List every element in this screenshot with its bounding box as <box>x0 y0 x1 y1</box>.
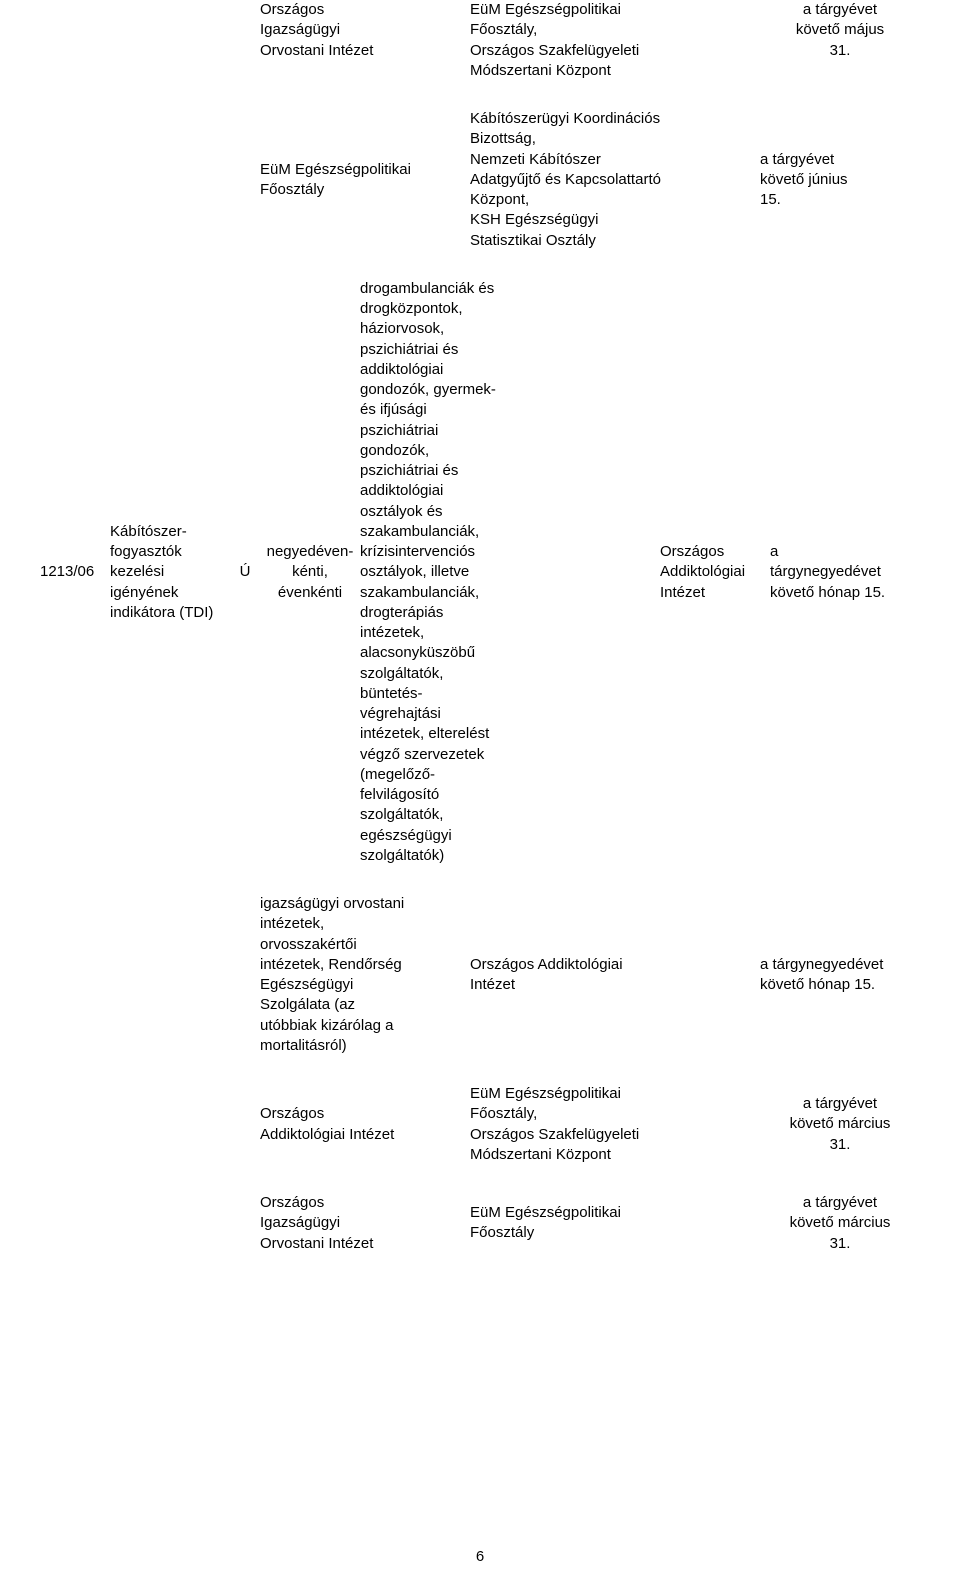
row4-col-c: a tárgynegyedévet követő hónap 15. <box>760 955 920 996</box>
row5-col-b: EüM Egészségpolitikai Főosztály, Országo… <box>470 1084 760 1165</box>
row6-col-b: EüM Egészségpolitikai Főosztály <box>470 1203 760 1244</box>
row6-col-a: Országos Igazságügyi Orvostani Intézet <box>260 1193 470 1254</box>
row1-col-b: EüM Egészségpolitikai Főosztály, Országo… <box>470 0 760 81</box>
row2-col-b: Kábítószerügyi Koordinációs Bizottság, N… <box>470 109 760 251</box>
row-main: 1213/06 Kábítószer- fogyasztók kezelési … <box>40 279 920 866</box>
row-2: EüM Egészségpolitikai Főosztály Kábítósz… <box>40 109 920 251</box>
record-title: Kábítószer- fogyasztók kezelési igényéne… <box>110 522 230 623</box>
row4-col-a: igazságügyi orvostani intézetek, orvossz… <box>260 894 470 1056</box>
row6-col-c: a tárgyévet követő március 31. <box>760 1193 920 1254</box>
row-1: Országos Igazságügyi Orvostani Intézet E… <box>40 0 920 81</box>
record-code: 1213/06 <box>40 562 110 582</box>
row1-col-c: a tárgyévet követő május 31. <box>760 0 920 61</box>
page-number: 6 <box>0 1547 960 1567</box>
document-page: Országos Igazságügyi Orvostani Intézet E… <box>0 0 960 1583</box>
row4-col-b: Országos Addiktológiai Intézet <box>470 955 760 996</box>
row-4: igazságügyi orvostani intézetek, orvossz… <box>40 894 920 1056</box>
row2-col-c: a tárgyévet követő június 15. <box>760 150 920 211</box>
row-6: Országos Igazságügyi Orvostani Intézet E… <box>40 1193 920 1254</box>
record-description: drogambulanciák és drogközpontok, házior… <box>360 279 660 866</box>
record-frequency: negyedéven- kénti, évenkénti <box>260 542 360 603</box>
row1-col-a: Országos Igazságügyi Orvostani Intézet <box>260 0 470 61</box>
row2-col-a: EüM Egészségpolitikai Főosztály <box>260 160 470 201</box>
record-deadline: a tárgynegyedévet követő hónap 15. <box>770 542 920 603</box>
row5-col-a: Országos Addiktológiai Intézet <box>260 1104 470 1145</box>
record-marker: Ú <box>230 562 260 582</box>
record-recipient: Országos Addiktológiai Intézet <box>660 542 770 603</box>
row5-col-c: a tárgyévet követő március 31. <box>760 1094 920 1155</box>
row-5: Országos Addiktológiai Intézet EüM Egész… <box>40 1084 920 1165</box>
